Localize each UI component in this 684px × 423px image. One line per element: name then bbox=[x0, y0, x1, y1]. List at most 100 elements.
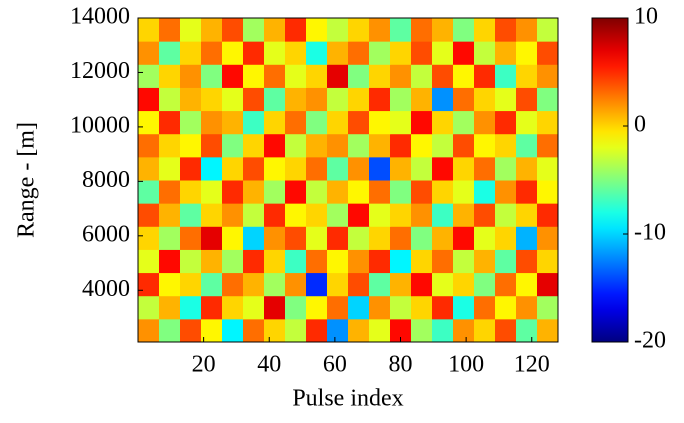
heatmap-cell bbox=[264, 156, 286, 181]
heatmap-cell bbox=[516, 156, 538, 181]
heatmap-cell bbox=[411, 249, 433, 274]
heatmap-cell bbox=[138, 249, 160, 274]
heatmap-cell bbox=[285, 203, 307, 227]
heatmap-cell bbox=[285, 180, 307, 204]
heatmap-cell bbox=[474, 226, 496, 250]
heatmap-cell bbox=[537, 18, 559, 42]
heatmap-cell bbox=[180, 156, 202, 181]
heatmap-cell bbox=[138, 272, 160, 297]
heatmap-cell bbox=[201, 64, 223, 88]
heatmap-cell bbox=[180, 87, 202, 112]
heatmap-cell bbox=[306, 64, 328, 88]
heatmap-cell bbox=[180, 64, 202, 88]
heatmap-cell bbox=[474, 18, 496, 42]
heatmap-cell bbox=[180, 272, 202, 297]
heatmap-cell bbox=[306, 156, 328, 181]
heatmap-cell bbox=[222, 272, 244, 297]
plot-frame bbox=[137, 17, 559, 343]
heatmap-cell bbox=[516, 249, 538, 274]
heatmap-cell bbox=[474, 180, 496, 204]
colorbar-tick-label: 10 bbox=[634, 4, 658, 30]
heatmap-cell bbox=[222, 18, 244, 42]
heatmap-cell bbox=[495, 318, 517, 343]
heatmap-cell bbox=[306, 41, 328, 65]
heatmap-cell bbox=[285, 64, 307, 88]
x-tick-label: 20 bbox=[192, 352, 216, 378]
heatmap-cell bbox=[243, 133, 265, 158]
heatmap-cell bbox=[537, 272, 559, 297]
heatmap-cell bbox=[243, 180, 265, 204]
heatmap-cell bbox=[348, 133, 370, 158]
heatmap-cell bbox=[369, 318, 391, 343]
heatmap-cell bbox=[453, 156, 475, 181]
heatmap-cell bbox=[138, 318, 160, 343]
heatmap-cell bbox=[411, 272, 433, 297]
heatmap-cell bbox=[537, 249, 559, 274]
heatmap-cell bbox=[348, 203, 370, 227]
heatmap-cell bbox=[264, 41, 286, 65]
heatmap-cell bbox=[327, 87, 349, 112]
y-tick-label: 8000 bbox=[82, 167, 130, 193]
heatmap-cell bbox=[243, 295, 265, 320]
heatmap-cell bbox=[516, 203, 538, 227]
heatmap-cell bbox=[327, 272, 349, 297]
heatmap-cell bbox=[348, 272, 370, 297]
heatmap-cell bbox=[390, 203, 412, 227]
heatmap-cell bbox=[264, 295, 286, 320]
heatmap-cell bbox=[369, 133, 391, 158]
heatmap-cell bbox=[432, 249, 454, 274]
heatmap-cell bbox=[453, 272, 475, 297]
heatmap-cell bbox=[495, 18, 517, 42]
heatmap-cell bbox=[369, 110, 391, 135]
heatmap-cell bbox=[327, 41, 349, 65]
heatmap-cell bbox=[180, 318, 202, 343]
heatmap-cell bbox=[243, 87, 265, 112]
heatmap bbox=[138, 18, 559, 343]
heatmap-cell bbox=[222, 87, 244, 112]
heatmap-cell bbox=[390, 295, 412, 320]
heatmap-cell bbox=[159, 64, 181, 88]
heatmap-cell bbox=[432, 295, 454, 320]
heatmap-cell bbox=[390, 18, 412, 42]
y-tick-label: 12000 bbox=[70, 58, 130, 84]
y-tick-label: 6000 bbox=[82, 221, 130, 247]
heatmap-cell bbox=[327, 249, 349, 274]
heatmap-cell bbox=[348, 249, 370, 274]
heatmap-cell bbox=[159, 249, 181, 274]
heatmap-cell bbox=[180, 249, 202, 274]
heatmap-cell bbox=[411, 110, 433, 135]
heatmap-cell bbox=[159, 295, 181, 320]
heatmap-cell bbox=[348, 318, 370, 343]
heatmap-cell bbox=[222, 295, 244, 320]
heatmap-cell bbox=[411, 203, 433, 227]
y-tick-label: 4000 bbox=[82, 276, 130, 302]
heatmap-cell bbox=[369, 295, 391, 320]
heatmap-cell bbox=[138, 203, 160, 227]
heatmap-cell bbox=[516, 180, 538, 204]
heatmap-cell bbox=[516, 226, 538, 250]
heatmap-cell bbox=[369, 156, 391, 181]
heatmap-cell bbox=[390, 41, 412, 65]
heatmap-cell bbox=[432, 18, 454, 42]
heatmap-cell bbox=[159, 203, 181, 227]
heatmap-cell bbox=[243, 226, 265, 250]
heatmap-cell bbox=[285, 41, 307, 65]
heatmap-cell bbox=[264, 110, 286, 135]
heatmap-cell bbox=[222, 156, 244, 181]
heatmap-cell bbox=[474, 249, 496, 274]
heatmap-cell bbox=[201, 133, 223, 158]
heatmap-cell bbox=[201, 180, 223, 204]
heatmap-cell bbox=[306, 87, 328, 112]
heatmap-cell bbox=[306, 133, 328, 158]
heatmap-cell bbox=[453, 249, 475, 274]
heatmap-cell bbox=[222, 203, 244, 227]
heatmap-cell bbox=[138, 18, 160, 42]
heatmap-cell bbox=[495, 203, 517, 227]
heatmap-cell bbox=[285, 87, 307, 112]
heatmap-cell bbox=[285, 18, 307, 42]
heatmap-cell bbox=[243, 272, 265, 297]
heatmap-cell bbox=[432, 110, 454, 135]
heatmap-cell bbox=[537, 156, 559, 181]
heatmap-cell bbox=[411, 133, 433, 158]
heatmap-cell bbox=[201, 295, 223, 320]
